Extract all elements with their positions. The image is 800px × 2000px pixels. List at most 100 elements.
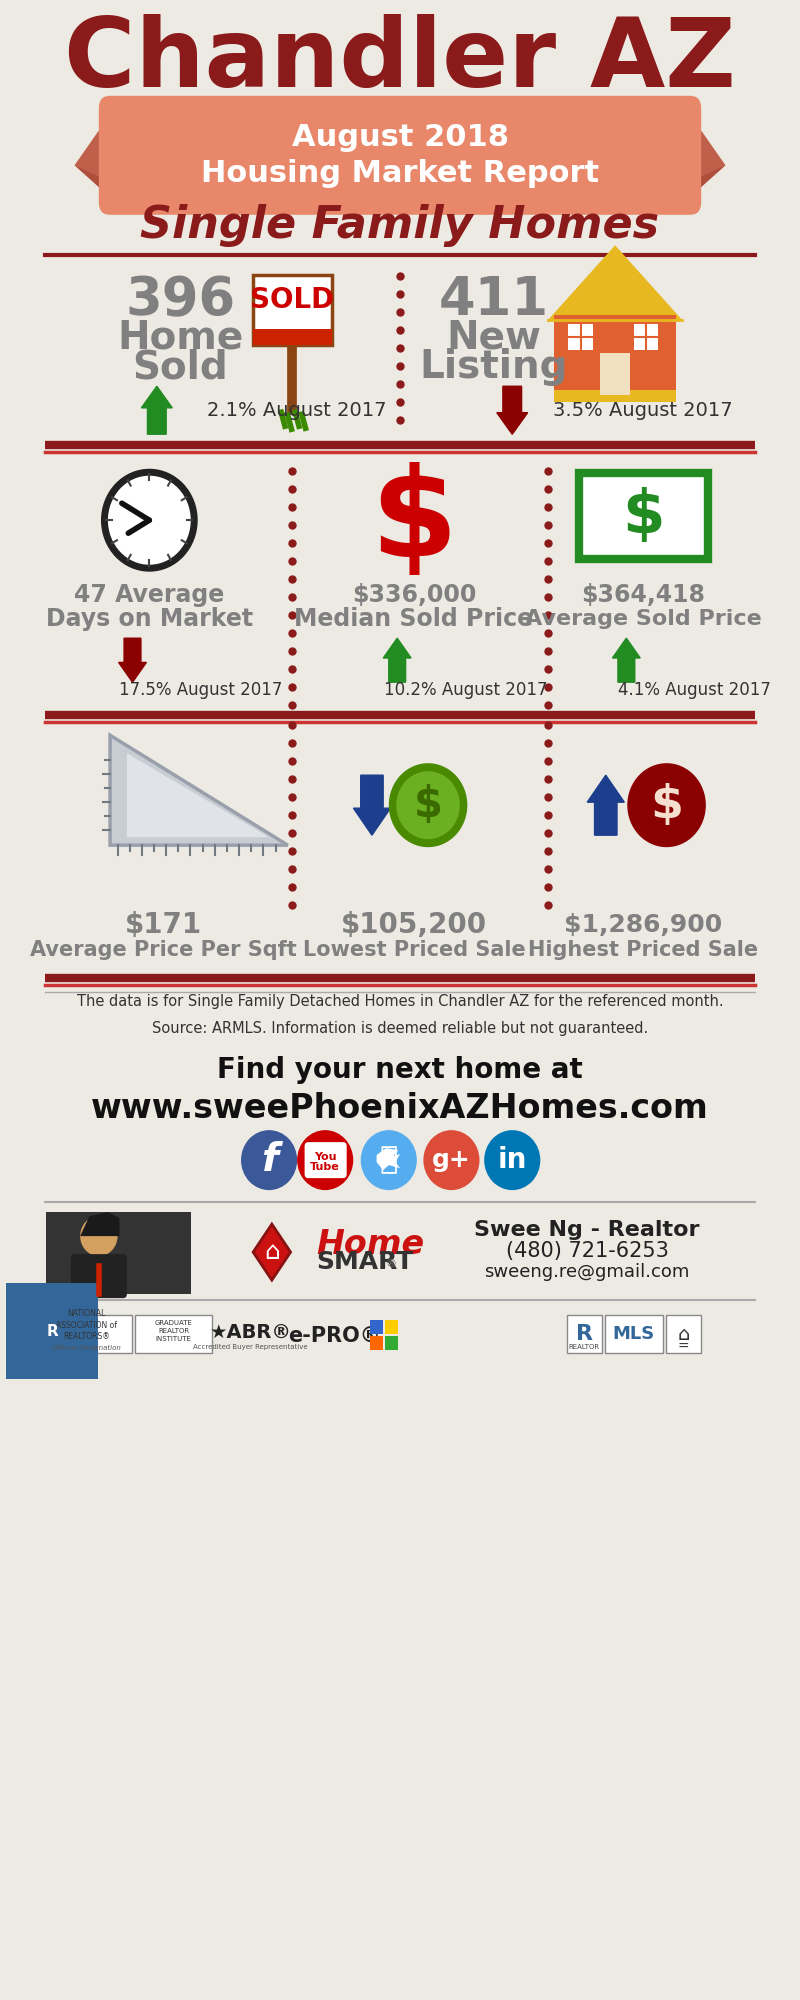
- FancyBboxPatch shape: [567, 1316, 602, 1354]
- Circle shape: [423, 1130, 479, 1190]
- Polygon shape: [80, 1212, 119, 1236]
- Circle shape: [80, 1216, 118, 1256]
- FancyBboxPatch shape: [135, 1316, 212, 1354]
- Text: Official Designation: Official Designation: [52, 1346, 121, 1352]
- Text: 10.2% August 2017: 10.2% August 2017: [384, 682, 547, 700]
- FancyBboxPatch shape: [568, 324, 593, 350]
- FancyBboxPatch shape: [46, 1316, 131, 1354]
- Text: $: $: [650, 782, 683, 828]
- Text: Listing: Listing: [419, 348, 568, 386]
- Text: Chandler AZ: Chandler AZ: [64, 14, 736, 106]
- FancyBboxPatch shape: [600, 354, 630, 396]
- Polygon shape: [253, 1224, 290, 1280]
- Text: Single Family Homes: Single Family Homes: [141, 204, 659, 246]
- Text: You: You: [314, 1152, 337, 1162]
- FancyBboxPatch shape: [666, 1316, 701, 1354]
- Text: GRADUATE
REALTOR
INSTITUTE: GRADUATE REALTOR INSTITUTE: [154, 1320, 193, 1342]
- Text: $336,000: $336,000: [352, 584, 476, 608]
- FancyBboxPatch shape: [554, 390, 676, 402]
- Polygon shape: [377, 1148, 400, 1170]
- Text: The data is for Single Family Detached Homes in Chandler AZ for the referenced m: The data is for Single Family Detached H…: [77, 994, 723, 1036]
- Text: ⌂: ⌂: [264, 1240, 280, 1264]
- Text: Swee Ng - Realtor: Swee Ng - Realtor: [474, 1220, 700, 1240]
- FancyBboxPatch shape: [634, 324, 658, 350]
- FancyArrow shape: [354, 776, 390, 836]
- Text: New: New: [446, 318, 541, 356]
- FancyArrow shape: [497, 386, 528, 434]
- FancyBboxPatch shape: [370, 1336, 383, 1350]
- Text: REALTOR: REALTOR: [569, 1344, 600, 1350]
- Text: $364,418: $364,418: [581, 584, 705, 608]
- Text: www.sweePhoenixAZHomes.com: www.sweePhoenixAZHomes.com: [91, 1092, 709, 1124]
- Polygon shape: [110, 736, 288, 846]
- Text: R: R: [576, 1324, 593, 1344]
- FancyBboxPatch shape: [46, 1212, 191, 1294]
- Circle shape: [484, 1130, 540, 1190]
- Text: R: R: [45, 1322, 59, 1340]
- Text: SOLD: SOLD: [250, 286, 334, 314]
- Text: =: =: [678, 1340, 690, 1354]
- Text: $1,286,900: $1,286,900: [564, 914, 722, 938]
- Text: (480) 721-6253: (480) 721-6253: [506, 1242, 669, 1262]
- Text: 396: 396: [125, 274, 235, 326]
- FancyBboxPatch shape: [253, 276, 332, 346]
- FancyArrow shape: [142, 386, 172, 434]
- Text: 17.5% August 2017: 17.5% August 2017: [119, 682, 282, 700]
- Text: f: f: [261, 1142, 278, 1180]
- Text: Home: Home: [316, 1228, 424, 1260]
- Text: MLS: MLS: [613, 1326, 655, 1344]
- Text: ★ABR®: ★ABR®: [210, 1322, 291, 1342]
- Polygon shape: [127, 754, 269, 838]
- Text: Home: Home: [117, 318, 243, 356]
- Text: NATIONAL
ASSOCIATION of
REALTORS®: NATIONAL ASSOCIATION of REALTORS®: [56, 1308, 117, 1342]
- Text: August 2018: August 2018: [291, 122, 509, 152]
- Circle shape: [105, 472, 194, 568]
- Text: sweeng.re@gmail.com: sweeng.re@gmail.com: [484, 1264, 690, 1282]
- Text: in: in: [498, 1146, 527, 1174]
- Circle shape: [627, 764, 706, 848]
- Text: $171: $171: [125, 912, 202, 940]
- FancyBboxPatch shape: [578, 474, 708, 560]
- Text: Tube: Tube: [310, 1162, 340, 1172]
- Text: Average Sold Price: Average Sold Price: [525, 610, 762, 630]
- FancyBboxPatch shape: [70, 1254, 127, 1298]
- FancyBboxPatch shape: [554, 316, 676, 396]
- Text: 𝕿: 𝕿: [380, 1146, 398, 1174]
- Text: Sold: Sold: [132, 348, 228, 386]
- Text: e-PRO®: e-PRO®: [288, 1326, 381, 1346]
- FancyBboxPatch shape: [605, 1316, 663, 1354]
- Circle shape: [361, 1130, 417, 1190]
- Text: Highest Priced Sale: Highest Priced Sale: [528, 940, 758, 960]
- Text: $: $: [370, 462, 458, 582]
- FancyBboxPatch shape: [99, 96, 701, 214]
- FancyArrow shape: [613, 638, 640, 682]
- Text: $: $: [414, 784, 442, 826]
- Text: 4.1% August 2017: 4.1% August 2017: [618, 682, 771, 700]
- Polygon shape: [74, 112, 112, 198]
- FancyArrow shape: [118, 638, 146, 682]
- Circle shape: [241, 1130, 297, 1190]
- FancyArrow shape: [587, 776, 624, 836]
- Text: Days on Market: Days on Market: [46, 608, 253, 632]
- Text: Find your next home at: Find your next home at: [217, 1056, 583, 1084]
- Text: Housing Market Report: Housing Market Report: [201, 158, 599, 188]
- Text: 411: 411: [438, 274, 549, 326]
- Text: 2.1% August 2017: 2.1% August 2017: [207, 400, 387, 420]
- Circle shape: [396, 772, 460, 840]
- Text: ⌂: ⌂: [678, 1324, 690, 1344]
- Text: SMART: SMART: [316, 1250, 413, 1274]
- Text: Accredited Buyer Representative: Accredited Buyer Representative: [193, 1344, 308, 1350]
- FancyBboxPatch shape: [253, 330, 332, 346]
- Text: g+: g+: [432, 1148, 471, 1172]
- FancyBboxPatch shape: [370, 1320, 383, 1334]
- Text: $105,200: $105,200: [341, 912, 487, 940]
- Text: ®: ®: [386, 1260, 397, 1270]
- Text: R: R: [46, 1324, 58, 1338]
- Text: Lowest Priced Sale: Lowest Priced Sale: [302, 940, 526, 960]
- Text: $: $: [622, 486, 665, 546]
- Polygon shape: [74, 166, 147, 198]
- Polygon shape: [653, 166, 726, 198]
- Text: Average Price Per Sqft: Average Price Per Sqft: [30, 940, 297, 960]
- Text: 47 Average: 47 Average: [74, 584, 225, 608]
- Polygon shape: [688, 112, 726, 198]
